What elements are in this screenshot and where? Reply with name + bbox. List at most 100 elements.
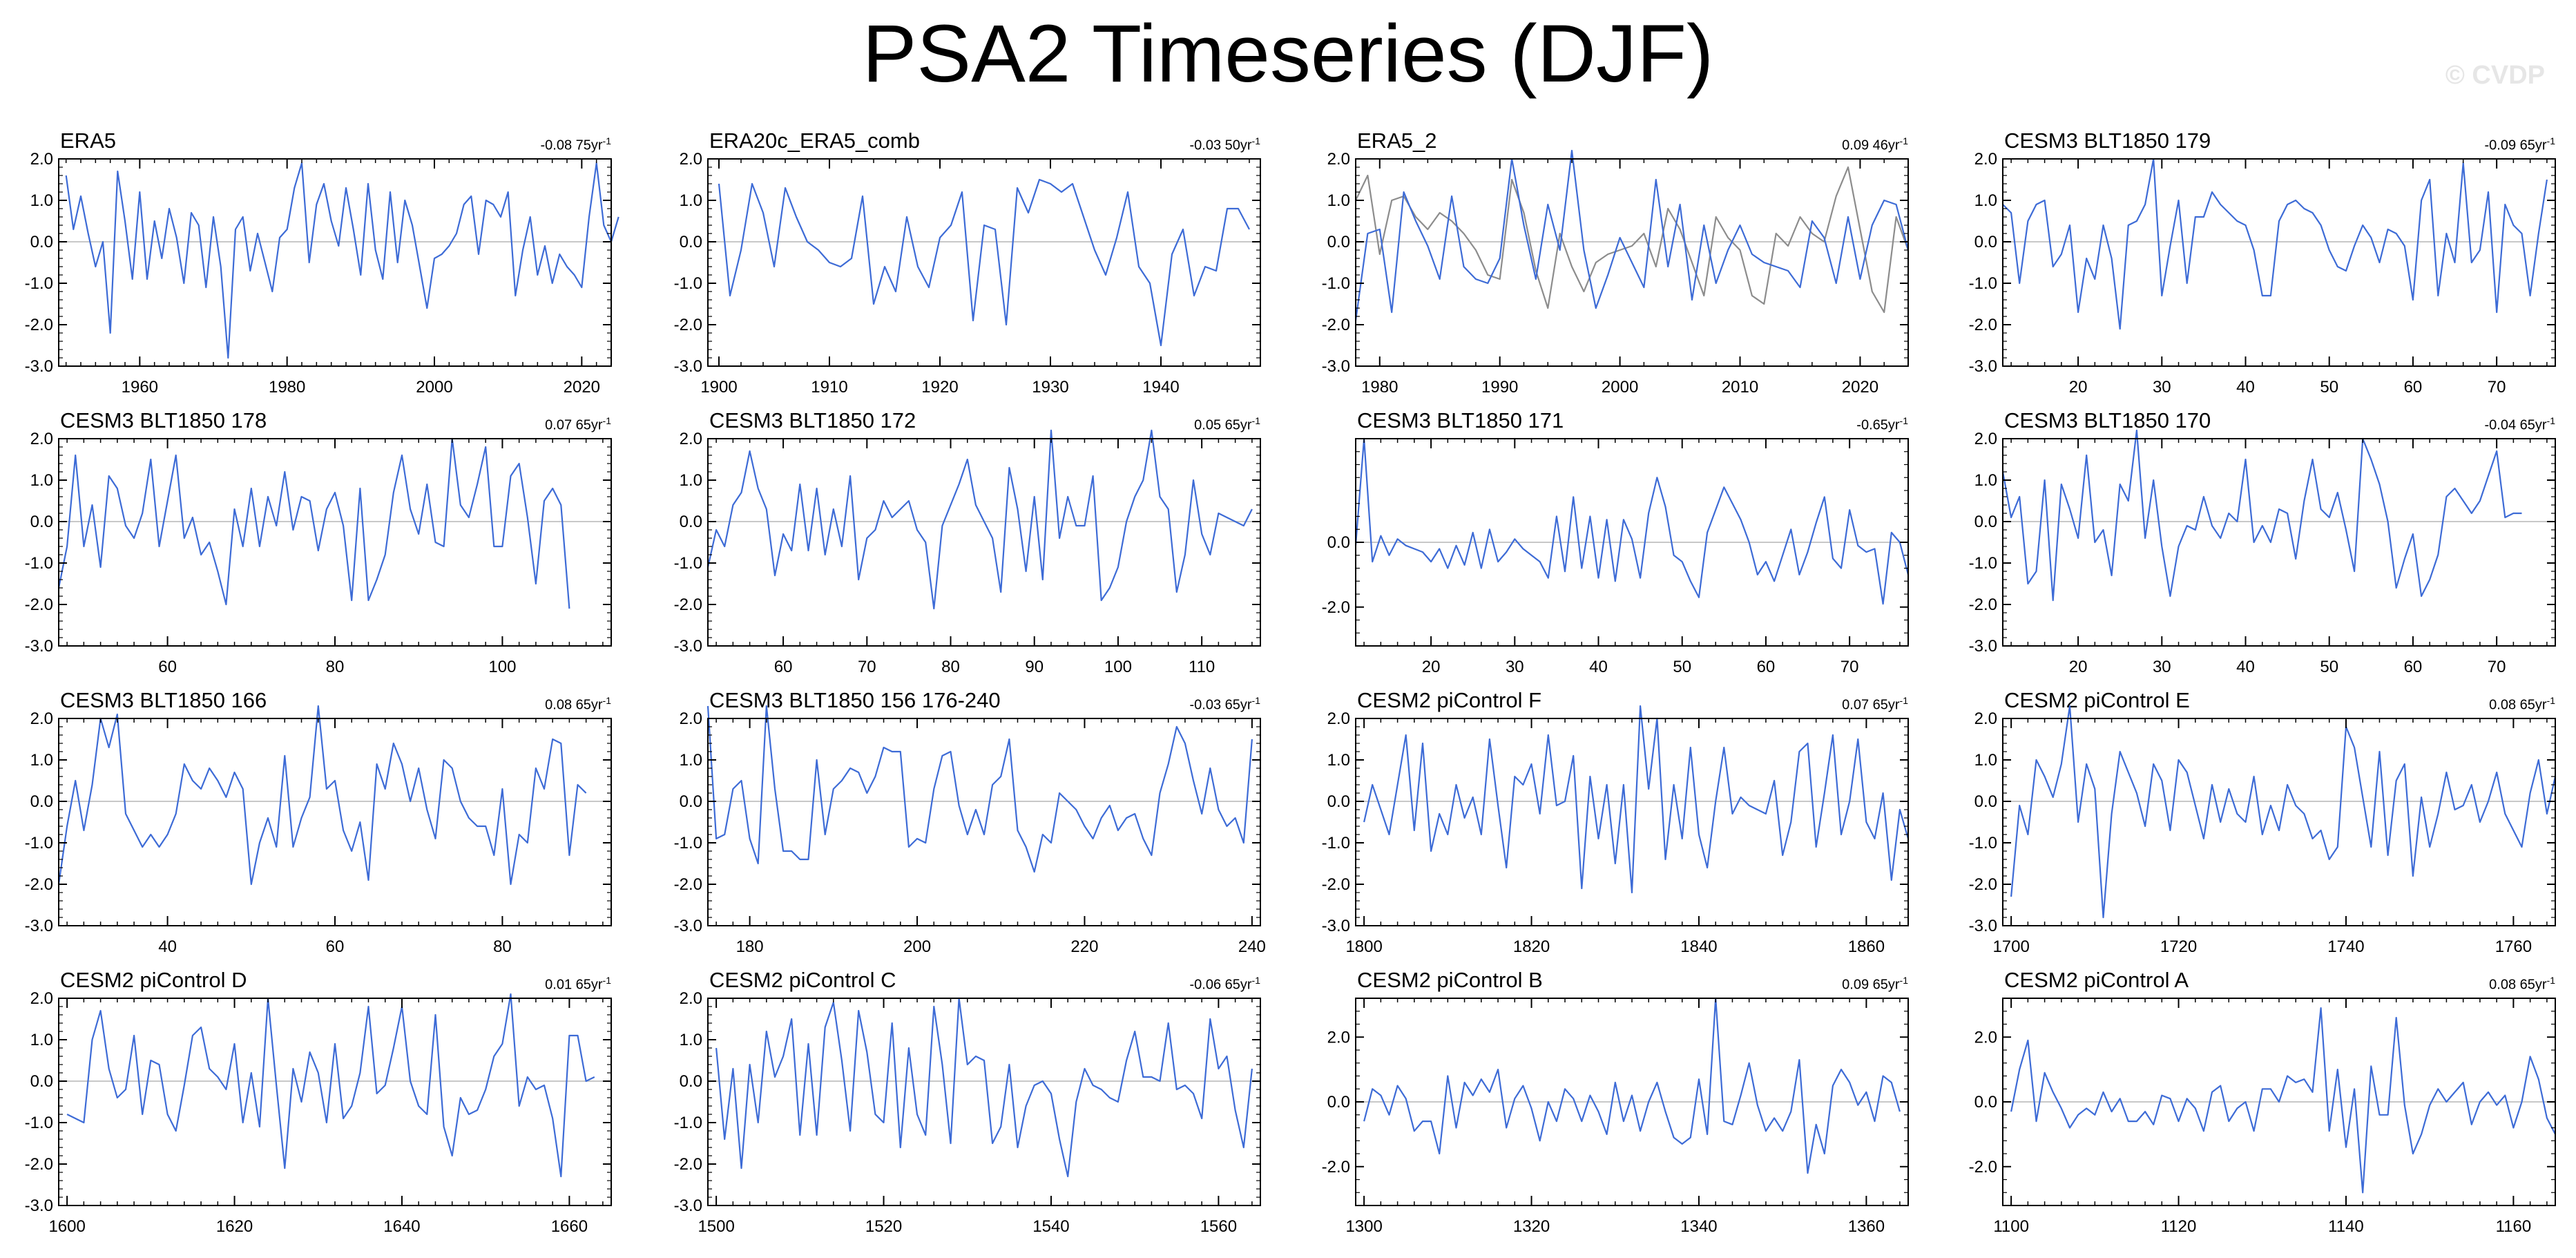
series-line: [715, 997, 1253, 1178]
trend-label: 0.05 65yr-1: [1194, 415, 1260, 434]
series-line: [57, 705, 587, 886]
trend-value: 0.08 65yr: [545, 697, 603, 713]
plot-frame: [1355, 158, 1909, 367]
y-tick-label: 1.0: [30, 191, 53, 210]
line-chart: 1700 1720 1740 1760 -3.0 -2.0 -1.0 0.0 1.0 2.0: [1969, 705, 2557, 956]
plot-frame: [2002, 718, 2556, 926]
trend-label: -0.08 75yr-1: [540, 135, 611, 154]
trend-exponent: -1: [2546, 975, 2555, 986]
panel-title: CESM3 BLT1850 156 176-240: [709, 688, 1001, 712]
y-tick-label: 2.0: [680, 989, 702, 1008]
x-tick-label: 100: [1104, 658, 1132, 676]
panel-title: CESM2 piControl F: [1357, 688, 1542, 712]
x-tick-label: 1990: [1481, 378, 1518, 397]
y-tick-label: -2.0: [25, 316, 53, 334]
y-tick-label: 1.0: [30, 751, 53, 770]
y-tick-label: -2.0: [25, 595, 53, 614]
chart-panel: ERA5 -0.08 75yr-1 1960 1980 2000 2020 -3.0 -2.0…: [25, 128, 619, 397]
y-tick-label: -3.0: [25, 1197, 53, 1215]
trend-value: -0.04 65yr: [2484, 417, 2547, 433]
trend-exponent: -1: [2546, 135, 2555, 146]
chart-panel: CESM2 piControl F 0.07 65yr-1 1800 1820 1840…: [1322, 688, 1910, 956]
panel-title: CESM3 BLT1850 170: [2004, 408, 2211, 432]
x-tick-label: 1980: [269, 378, 305, 397]
y-tick-label: 0.0: [1327, 533, 1350, 552]
x-tick-label: 50: [2320, 658, 2338, 676]
x-tick-label: 1840: [1680, 937, 1717, 956]
trend-label: -0.09 65yr-1: [2484, 135, 2555, 154]
x-tick-label: 1320: [1513, 1217, 1550, 1236]
y-tick-label: -1.0: [674, 1114, 702, 1132]
y-tick-label: -2.0: [25, 1155, 53, 1174]
chart-panel: CESM2 piControl C -0.06 65yr-1 1500 1520 154…: [674, 968, 1261, 1236]
chart-panel: CESM3 BLT1850 166 0.08 65yr-1 40 60 80 -3.0 -2…: [25, 688, 612, 956]
y-tick-label: 2.0: [680, 150, 702, 169]
y-tick-label: -2.0: [674, 316, 702, 334]
trend-value: 0.01 65yr: [545, 977, 603, 993]
series-line: [1363, 705, 1910, 894]
series-line: [1354, 437, 1910, 605]
series-line: [718, 178, 1250, 347]
trend-label: 0.01 65yr-1: [545, 975, 611, 993]
x-tick-label: 70: [2488, 658, 2506, 676]
trend-exponent: -1: [602, 975, 611, 986]
trend-label: 0.07 65yr-1: [545, 415, 611, 434]
y-tick-label: 0.0: [1974, 513, 1997, 531]
y-tick-label: 1.0: [680, 1031, 702, 1049]
line-chart: 1960 1980 2000 2020 -3.0 -2.0 -1.0 0.0 1.0 2.0: [25, 150, 619, 397]
y-tick-label: 1.0: [1974, 191, 1997, 210]
x-tick-label: 2000: [416, 378, 452, 397]
y-tick-label: -3.0: [1322, 357, 1350, 376]
y-tick-label: 1.0: [1974, 751, 1997, 770]
y-tick-label: 0.0: [680, 1072, 702, 1091]
x-tick-label: 60: [1757, 658, 1776, 676]
y-tick-label: -2.0: [674, 595, 702, 614]
panel-title: ERA5: [60, 128, 116, 153]
y-tick-label: -1.0: [674, 274, 702, 293]
x-tick-label: 30: [2153, 378, 2171, 397]
y-tick-label: -1.0: [1322, 834, 1350, 852]
y-tick-label: 1.0: [680, 191, 702, 210]
line-chart: 40 60 80 -3.0 -2.0 -1.0 0.0 1.0 2.0: [25, 705, 612, 956]
trend-value: -0.03 65yr: [1189, 697, 1252, 713]
trend-exponent: -1: [1251, 975, 1260, 986]
y-tick-label: 1.0: [1327, 191, 1350, 210]
y-tick-label: -2.0: [25, 875, 53, 894]
series-line: [707, 429, 1253, 610]
x-tick-label: 110: [1189, 658, 1215, 676]
y-tick-label: -3.0: [1969, 357, 1997, 376]
x-tick-label: 1980: [1361, 378, 1398, 397]
y-tick-label: 2.0: [1327, 709, 1350, 728]
y-tick-label: -3.0: [25, 917, 53, 935]
line-chart: 1100 1120 1140 1160 -2.0 0.0 2.0: [1969, 998, 2556, 1236]
series-line: [2010, 1007, 2556, 1194]
y-tick-label: 1.0: [1974, 471, 1997, 490]
chart-panel: CESM2 piControl B 0.09 65yr-1 1300 1320 1340…: [1322, 968, 1909, 1236]
chart-panel: CESM2 piControl E 0.08 65yr-1 1700 1720 1740…: [1969, 688, 2557, 956]
y-tick-label: 2.0: [680, 709, 702, 728]
plot-frame: [58, 438, 612, 647]
y-tick-label: 1.0: [1327, 751, 1350, 770]
trend-exponent: -1: [1899, 415, 1908, 426]
x-tick-label: 1900: [700, 378, 737, 397]
x-tick-label: 1700: [1992, 937, 2029, 956]
trend-label: 0.09 46yr-1: [1842, 135, 1908, 154]
plot-frame: [707, 718, 1261, 926]
y-tick-label: 0.0: [1974, 1093, 1997, 1112]
x-tick-label: 50: [1673, 658, 1691, 676]
trend-value: -0.65yr: [1856, 417, 1900, 433]
x-tick-label: 40: [1589, 658, 1608, 676]
x-tick-label: 1540: [1032, 1217, 1069, 1236]
trend-value: 0.05 65yr: [1194, 417, 1252, 433]
x-tick-label: 1910: [811, 378, 847, 397]
y-tick-label: -1.0: [1322, 274, 1350, 293]
line-chart: 20 30 40 50 60 70 -3.0 -2.0 -1.0 0.0 1.0 2.0: [1969, 429, 2556, 676]
y-tick-label: 2.0: [30, 430, 53, 448]
page-title: PSA2 Timeseries (DJF): [862, 8, 1714, 99]
plot-frame: [707, 438, 1261, 647]
plot-frame: [707, 158, 1261, 367]
x-tick-label: 240: [1238, 937, 1266, 956]
chart-panel: CESM3 BLT1850 156 176-240 -0.03 65yr-1 180…: [674, 688, 1266, 956]
y-tick-label: 0.0: [30, 233, 53, 251]
x-tick-label: 30: [1506, 658, 1524, 676]
